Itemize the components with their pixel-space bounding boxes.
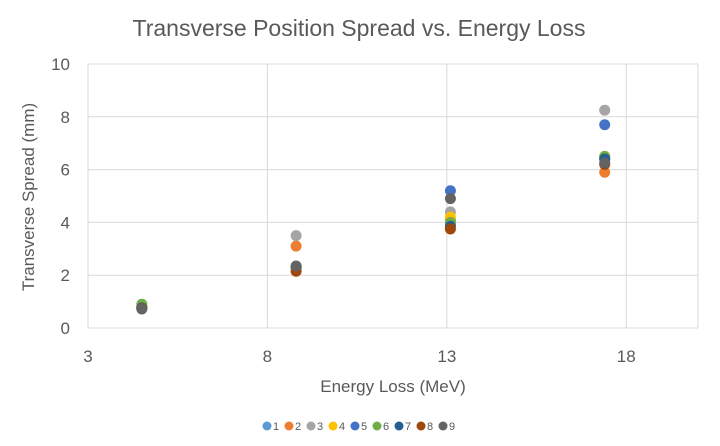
data-point xyxy=(444,223,456,235)
series-3 xyxy=(136,104,611,313)
legend-marker xyxy=(416,421,426,431)
data-point xyxy=(599,157,611,169)
x-tick-label: 8 xyxy=(263,347,272,366)
x-tick-label: 18 xyxy=(617,347,636,366)
data-point xyxy=(290,240,302,252)
y-tick-label: 6 xyxy=(61,161,70,180)
legend-label: 4 xyxy=(339,421,345,433)
data-point xyxy=(444,193,456,205)
data-point xyxy=(290,260,302,272)
data-point xyxy=(290,230,302,242)
y-tick-label: 10 xyxy=(51,55,70,74)
y-axis-title: Transverse Spread (mm) xyxy=(19,103,38,291)
legend-marker xyxy=(306,421,316,431)
legend-marker xyxy=(262,421,272,431)
series-5 xyxy=(136,119,611,314)
data-point xyxy=(444,185,456,197)
legend-label: 6 xyxy=(383,421,389,433)
y-tick-label: 0 xyxy=(61,319,70,338)
gridlines xyxy=(87,63,699,329)
legend-marker xyxy=(394,421,404,431)
legend-marker xyxy=(328,421,338,431)
legend-marker xyxy=(284,421,294,431)
legend-label: 7 xyxy=(405,421,411,433)
chart-title: Transverse Position Spread vs. Energy Lo… xyxy=(133,15,586,41)
series-4 xyxy=(136,150,611,313)
x-tick-label: 3 xyxy=(83,347,92,366)
x-axis-title: Energy Loss (MeV) xyxy=(320,377,466,396)
data-point xyxy=(599,166,611,178)
legend: 1 2 3 4 5 6 7 8 9 xyxy=(262,421,455,433)
legend-label: 5 xyxy=(361,421,367,433)
legend-marker xyxy=(372,421,382,431)
data-point xyxy=(599,104,611,116)
x-tick-label: 13 xyxy=(437,347,456,366)
legend-label: 8 xyxy=(427,421,433,433)
y-tick-label: 4 xyxy=(61,213,70,232)
legend-label: 2 xyxy=(295,421,301,433)
data-point xyxy=(136,303,148,315)
legend-label: 9 xyxy=(449,421,455,433)
legend-marker xyxy=(350,421,360,431)
data-point xyxy=(599,119,611,131)
tick-labels: 0 2 4 6 8 10 3 8 13 18 xyxy=(51,55,636,366)
legend-label: 1 xyxy=(273,421,279,433)
series-2 xyxy=(136,166,611,313)
series-9 xyxy=(136,157,611,315)
data-points xyxy=(136,104,611,315)
series-6 xyxy=(136,150,611,310)
y-tick-label: 2 xyxy=(61,266,70,285)
legend-marker xyxy=(438,421,448,431)
legend-label: 3 xyxy=(317,421,323,433)
series-8 xyxy=(136,158,611,314)
series-7 xyxy=(136,153,611,314)
y-tick-label: 8 xyxy=(61,108,70,127)
series-1 xyxy=(136,153,611,312)
